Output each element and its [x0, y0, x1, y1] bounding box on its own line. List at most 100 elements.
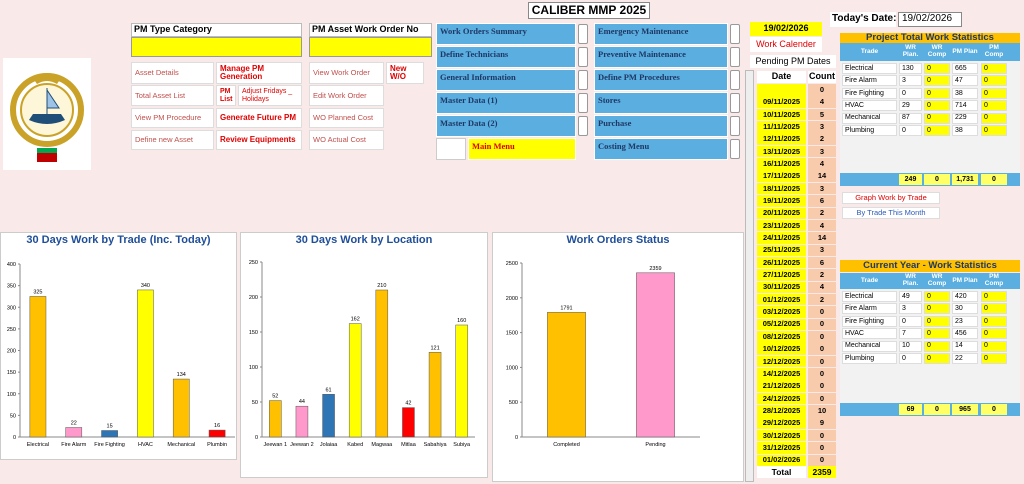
- stats-cell: 0: [924, 87, 950, 99]
- nav-button[interactable]: New W/O: [386, 62, 424, 84]
- menu-checkbox[interactable]: [730, 139, 740, 159]
- stats-button[interactable]: By Trade This Month: [842, 207, 940, 219]
- calendar-count-cell: 14: [808, 232, 836, 244]
- nav-button[interactable]: Define new Asset: [131, 130, 214, 150]
- x-tick-label: Jeewan 1: [264, 442, 288, 448]
- calendar-count-cell: 0: [808, 306, 836, 318]
- calendar-count-cell: 14: [808, 170, 836, 182]
- filter-label: PM Asset Work Order No: [309, 23, 432, 37]
- data-label: 340: [141, 283, 150, 289]
- calendar-date-cell: 24/11/2025: [757, 232, 806, 244]
- data-label: 210: [377, 283, 386, 289]
- calendar-date-cell: 28/12/2025: [757, 405, 806, 417]
- stats-cell: 665: [952, 63, 978, 74]
- menu-button[interactable]: Purchase: [594, 115, 728, 137]
- nav-button[interactable]: WO Actual Cost: [309, 130, 384, 150]
- menu-checkbox[interactable]: [730, 24, 740, 44]
- filter-input[interactable]: [131, 37, 302, 57]
- menu-checkbox[interactable]: [730, 116, 740, 136]
- menu-button[interactable]: Stores: [594, 92, 728, 114]
- nav-button[interactable]: Asset Details: [131, 62, 214, 84]
- calendar-date-cell: 10/12/2025: [757, 343, 806, 355]
- calendar-count-cell: 0: [808, 429, 836, 442]
- nav-button[interactable]: View Work Order: [309, 62, 384, 84]
- menu-checkbox[interactable]: [578, 24, 588, 44]
- stats-cell: Plumbing: [842, 125, 897, 136]
- x-tick-label: Mitlaa: [401, 442, 417, 448]
- menu-button[interactable]: Define PM Procedures: [594, 69, 728, 91]
- stats-total: 249: [899, 174, 922, 185]
- stats-cell: 0: [981, 328, 1007, 340]
- nav-button[interactable]: Total Asset List: [131, 85, 214, 106]
- menu-checkbox[interactable]: [578, 70, 588, 90]
- nav-button[interactable]: Manage PM Generation: [216, 62, 302, 84]
- menu-button[interactable]: Preventive Maintenance: [594, 46, 728, 68]
- stats-cell: 0: [981, 100, 1007, 112]
- nav-button[interactable]: Generate Future PM: [216, 108, 302, 128]
- bar: [101, 430, 118, 438]
- stats-cell: Mechanical: [842, 340, 897, 352]
- stats-cell: 3: [899, 75, 922, 87]
- menu-button[interactable]: Costing Menu: [594, 138, 728, 160]
- y-tick-label: 100: [249, 365, 258, 371]
- stats-cell: 0: [924, 63, 950, 74]
- calendar-date-cell: 25/11/2025: [757, 244, 806, 257]
- calendar-header: Date: [757, 71, 806, 83]
- menu-checkbox[interactable]: [730, 70, 740, 90]
- x-tick-label: Plumbin: [207, 442, 227, 448]
- data-label: 52: [272, 394, 278, 400]
- calendar-count-cell: 2: [808, 207, 836, 219]
- calendar-link[interactable]: Work Calender: [750, 37, 822, 52]
- menu-checkbox[interactable]: [730, 47, 740, 67]
- menu-checkbox[interactable]: [578, 93, 588, 113]
- menu-icon[interactable]: [436, 138, 466, 160]
- y-tick-label: 50: [252, 400, 258, 406]
- data-label: 162: [351, 317, 360, 323]
- data-label: 16: [214, 423, 220, 429]
- stats-column-header: Trade: [860, 47, 879, 55]
- stats-column-header: PM Comp: [984, 44, 1004, 58]
- nav-button[interactable]: Edit Work Order: [309, 85, 384, 106]
- stats-cell: 0: [924, 291, 950, 302]
- bar: [455, 324, 468, 438]
- y-tick-label: 0: [515, 435, 518, 441]
- calendar-header: Count: [808, 71, 836, 83]
- scrollbar[interactable]: [745, 70, 754, 482]
- menu-button[interactable]: General Information: [436, 69, 576, 91]
- menu-button[interactable]: Define Technicians: [436, 46, 576, 68]
- nav-button[interactable]: Review Equipments: [216, 130, 302, 150]
- menu-checkbox[interactable]: [730, 93, 740, 113]
- menu-checkbox[interactable]: [578, 47, 588, 67]
- bar: [428, 352, 442, 438]
- chart-panel: [492, 232, 744, 482]
- y-tick-label: 1000: [506, 365, 518, 371]
- stats-cell: 0: [924, 75, 950, 87]
- filter-input[interactable]: [309, 37, 432, 57]
- menu-button[interactable]: Master Data (2): [436, 115, 576, 137]
- stats-button[interactable]: Graph Work by Trade: [842, 192, 940, 204]
- nav-button[interactable]: WO Planned Cost: [309, 108, 384, 128]
- data-label: 160: [457, 318, 466, 324]
- stats-column-header: WR Comp: [927, 273, 947, 287]
- menu-button[interactable]: Main Menu: [468, 138, 576, 160]
- calendar-count-cell: 0: [808, 355, 836, 368]
- stats-header-row: [840, 273, 1020, 289]
- menu-button[interactable]: Emergency Maintenance: [594, 23, 728, 45]
- menu-button[interactable]: Master Data (1): [436, 92, 576, 114]
- nav-button[interactable]: PM List: [216, 85, 236, 106]
- stats-cell: 0: [924, 100, 950, 112]
- bar: [172, 378, 190, 438]
- stats-cell: 38: [952, 125, 978, 136]
- nav-button[interactable]: View PM Procedure: [131, 108, 214, 128]
- menu-checkbox[interactable]: [578, 116, 588, 136]
- stats-cell: 130: [899, 63, 922, 74]
- calendar-count-cell: 3: [808, 121, 836, 133]
- stats-cell: Fire Fighting: [842, 315, 897, 327]
- x-tick-label: Completed: [553, 442, 580, 448]
- menu-button[interactable]: Work Orders Summary: [436, 23, 576, 45]
- calendar-count-cell: 3: [808, 244, 836, 257]
- nav-button[interactable]: Adjust Fridays _ Holidays: [238, 85, 302, 106]
- data-label: 121: [430, 345, 439, 351]
- stats-cell: 3: [899, 303, 922, 315]
